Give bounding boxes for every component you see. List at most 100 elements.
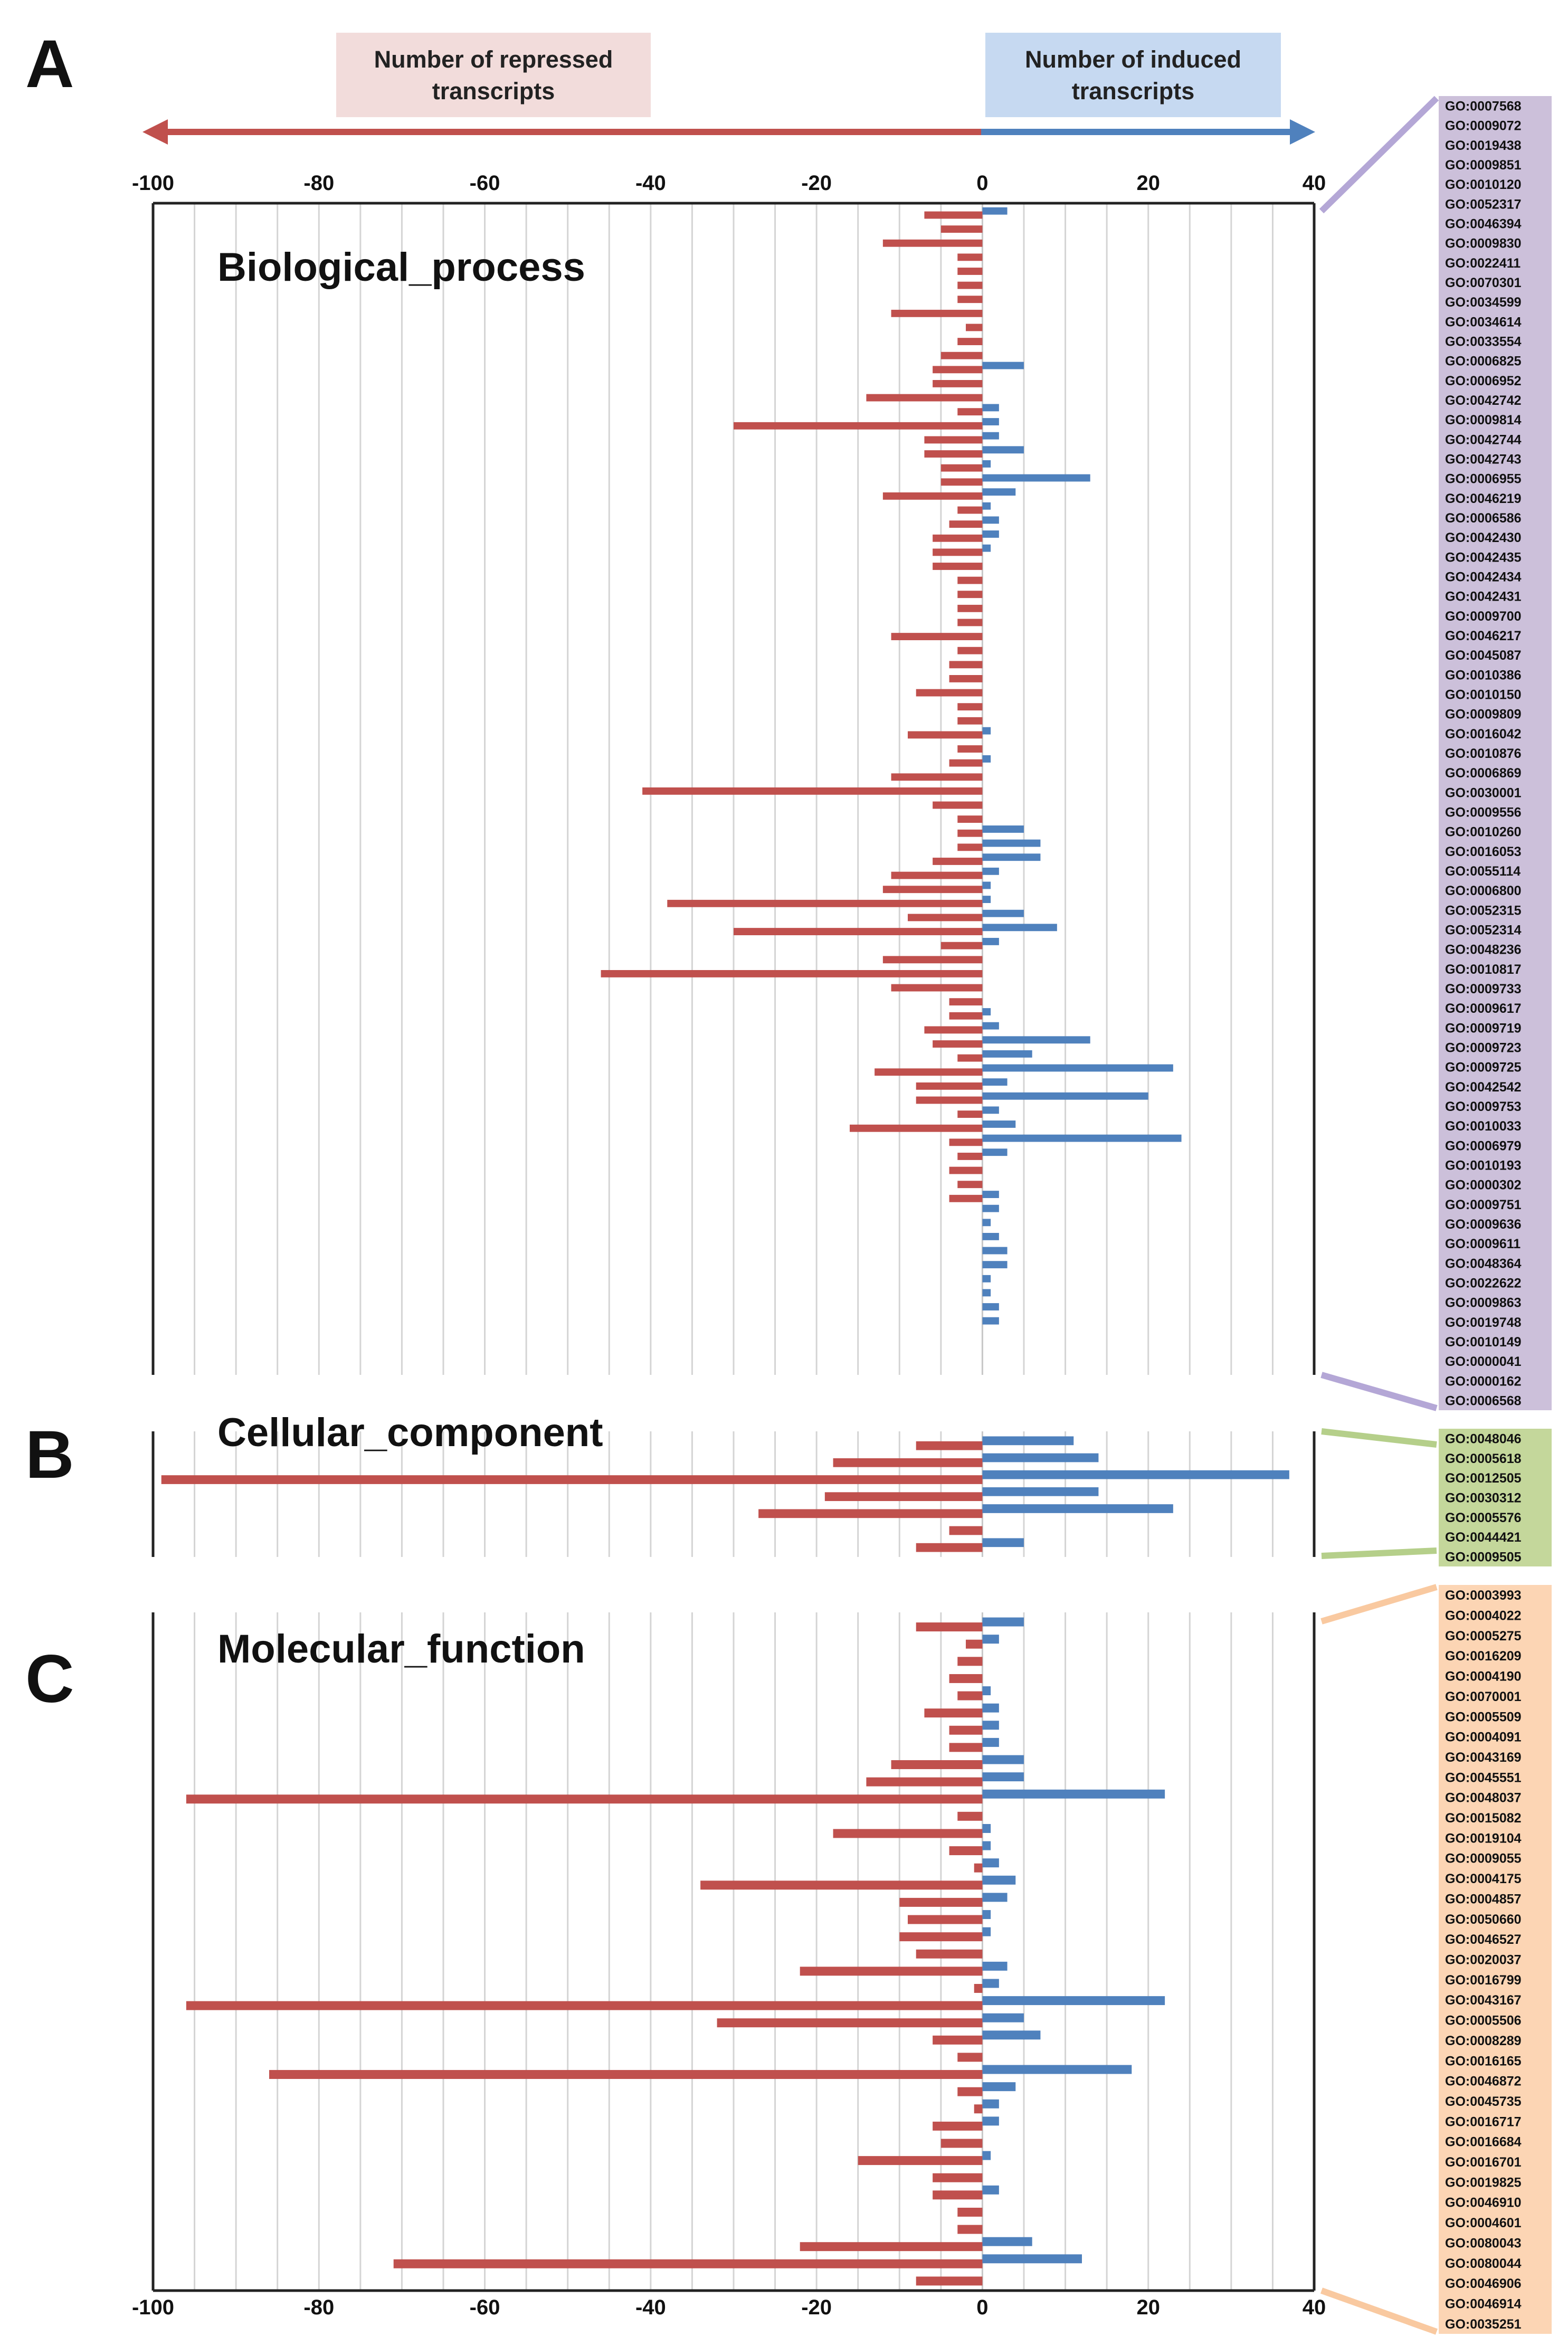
repressed-bar (957, 1811, 983, 1821)
go-term-label: GO:0043169 (1445, 1750, 1522, 1765)
go-term-label: GO:0034614 (1445, 315, 1522, 329)
x-tick-label: -100 (132, 2296, 174, 2319)
go-term-label: GO:0009814 (1445, 413, 1522, 428)
repressed-bar (957, 2053, 983, 2062)
go-term-label: GO:0050660 (1445, 1912, 1522, 1927)
go-term-label: GO:0022622 (1445, 1276, 1522, 1290)
panel-label-b: B (25, 1417, 74, 1493)
connector-line (1320, 1372, 1438, 1411)
go-term-label: GO:0000302 (1445, 1178, 1522, 1193)
induced-bar (982, 1823, 991, 1833)
go-term-label: GO:0009751 (1445, 1198, 1522, 1212)
repressed-bar (186, 1794, 983, 1804)
induced-bar (982, 460, 991, 468)
bottom-x-axis: -100 -80 -60 -40 -20 0 20 40 (132, 2296, 1326, 2319)
repressed-bar (700, 1880, 983, 1890)
repressed-bar (891, 984, 983, 992)
panel-label-a: A (25, 26, 74, 102)
go-term-label: GO:0022411 (1445, 256, 1521, 271)
go-term-label: GO:0010260 (1445, 825, 1522, 840)
repressed-bar (882, 886, 983, 894)
repressed-bar (957, 1110, 983, 1118)
repressed-bar (949, 1166, 983, 1174)
repressed-bar (940, 2139, 983, 2148)
induced-bar (982, 896, 991, 903)
repressed-bar (186, 2001, 983, 2010)
go-term-label: GO:0034599 (1445, 295, 1522, 310)
repressed-bar (957, 1657, 983, 1666)
panel-biological-process: GO:0007568 GO:0009072 GO:0019438 GO:0009851… (151, 96, 1552, 1411)
x-tick-label: 0 (976, 2296, 988, 2319)
repressed-bar (933, 2035, 983, 2045)
repressed-bar (957, 1054, 983, 1062)
induced-bar (982, 1737, 999, 1747)
go-term-label: GO:0019825 (1445, 2175, 1522, 2190)
induced-bar (982, 1092, 1148, 1100)
go-term-label: GO:0005509 (1445, 1709, 1522, 1724)
go-term-label: GO:0012505 (1445, 1471, 1522, 1486)
go-term-label: GO:0006800 (1445, 884, 1522, 898)
go-term-label: GO:0000162 (1445, 1374, 1522, 1389)
repressed-bar (642, 787, 983, 795)
repressed-bar (269, 2070, 983, 2079)
x-tick-label: -60 (470, 172, 500, 195)
repressed-bar (949, 675, 983, 682)
go-term-label: GO:0045735 (1445, 2094, 1522, 2109)
induced-bar (982, 2099, 999, 2108)
go-term-label: GO:0045087 (1445, 648, 1522, 663)
repressed-bar (957, 829, 983, 837)
repressed-bar (833, 1458, 983, 1467)
induced-bar (982, 1504, 1173, 1513)
x-tick-label: 20 (1136, 2296, 1160, 2319)
panel-title-molecular-function: Molecular_function (217, 1627, 585, 1671)
go-term-label: GO:0006979 (1445, 1138, 1522, 1153)
go-term-label: GO:0004091 (1445, 1730, 1522, 1745)
go-term-label: GO:0009725 (1445, 1060, 1522, 1075)
go-term-label: GO:0055114 (1445, 864, 1521, 879)
repressed-bar (966, 324, 983, 331)
repressed-bar (957, 296, 983, 303)
repressed-bar (957, 506, 983, 514)
go-term-label: GO:0010876 (1445, 746, 1522, 761)
panel-label-c: C (25, 1641, 74, 1717)
go-term-label: GO:0010149 (1445, 1335, 1522, 1350)
repressed-bar (949, 661, 983, 669)
go-term-label: GO:0009733 (1445, 982, 1522, 996)
x-tick-label: -80 (303, 2296, 334, 2319)
repressed-bar (940, 478, 983, 486)
repressed-bar (891, 773, 983, 781)
go-term-label: GO:0009851 (1445, 158, 1522, 173)
induced-bar (982, 755, 991, 763)
induced-bar (982, 1064, 1173, 1072)
repressed-bar (949, 1138, 983, 1146)
induced-bar (982, 881, 991, 889)
induced-bar (982, 207, 1008, 215)
repressed-bar (891, 1760, 983, 1769)
go-term-label: GO:0030001 (1445, 785, 1522, 800)
induced-bar (982, 1875, 1016, 1885)
repressed-bar (974, 1863, 983, 1873)
repressed-bar (949, 1194, 983, 1202)
repressed-bar (916, 2276, 983, 2286)
repressed-bar (916, 689, 983, 697)
go-term-label: GO:0009753 (1445, 1099, 1522, 1114)
induced-bar (982, 1772, 1024, 1782)
connector-line (1320, 2287, 1438, 2335)
induced-bar (982, 1078, 1008, 1086)
repressed-bar (957, 647, 983, 654)
induced-bar (982, 544, 991, 552)
repressed-bar (949, 1725, 983, 1735)
go-term-label: GO:0010817 (1445, 962, 1522, 977)
go-term-label: GO:0016701 (1445, 2155, 1522, 2170)
go-term-label: GO:0004022 (1445, 1609, 1522, 1623)
go-term-label: GO:0042542 (1445, 1080, 1522, 1095)
x-tick-label: 40 (1303, 2296, 1326, 2319)
induced-bar (982, 1703, 999, 1713)
go-term-label: GO:0046394 (1445, 217, 1522, 232)
repressed-bar (916, 1622, 983, 1632)
induced-bar (982, 1275, 991, 1283)
repressed-bar (957, 253, 983, 261)
repressed-bar (949, 1012, 983, 1020)
go-term-label: GO:0019748 (1445, 1315, 1522, 1330)
repressed-bar (899, 1897, 983, 1907)
